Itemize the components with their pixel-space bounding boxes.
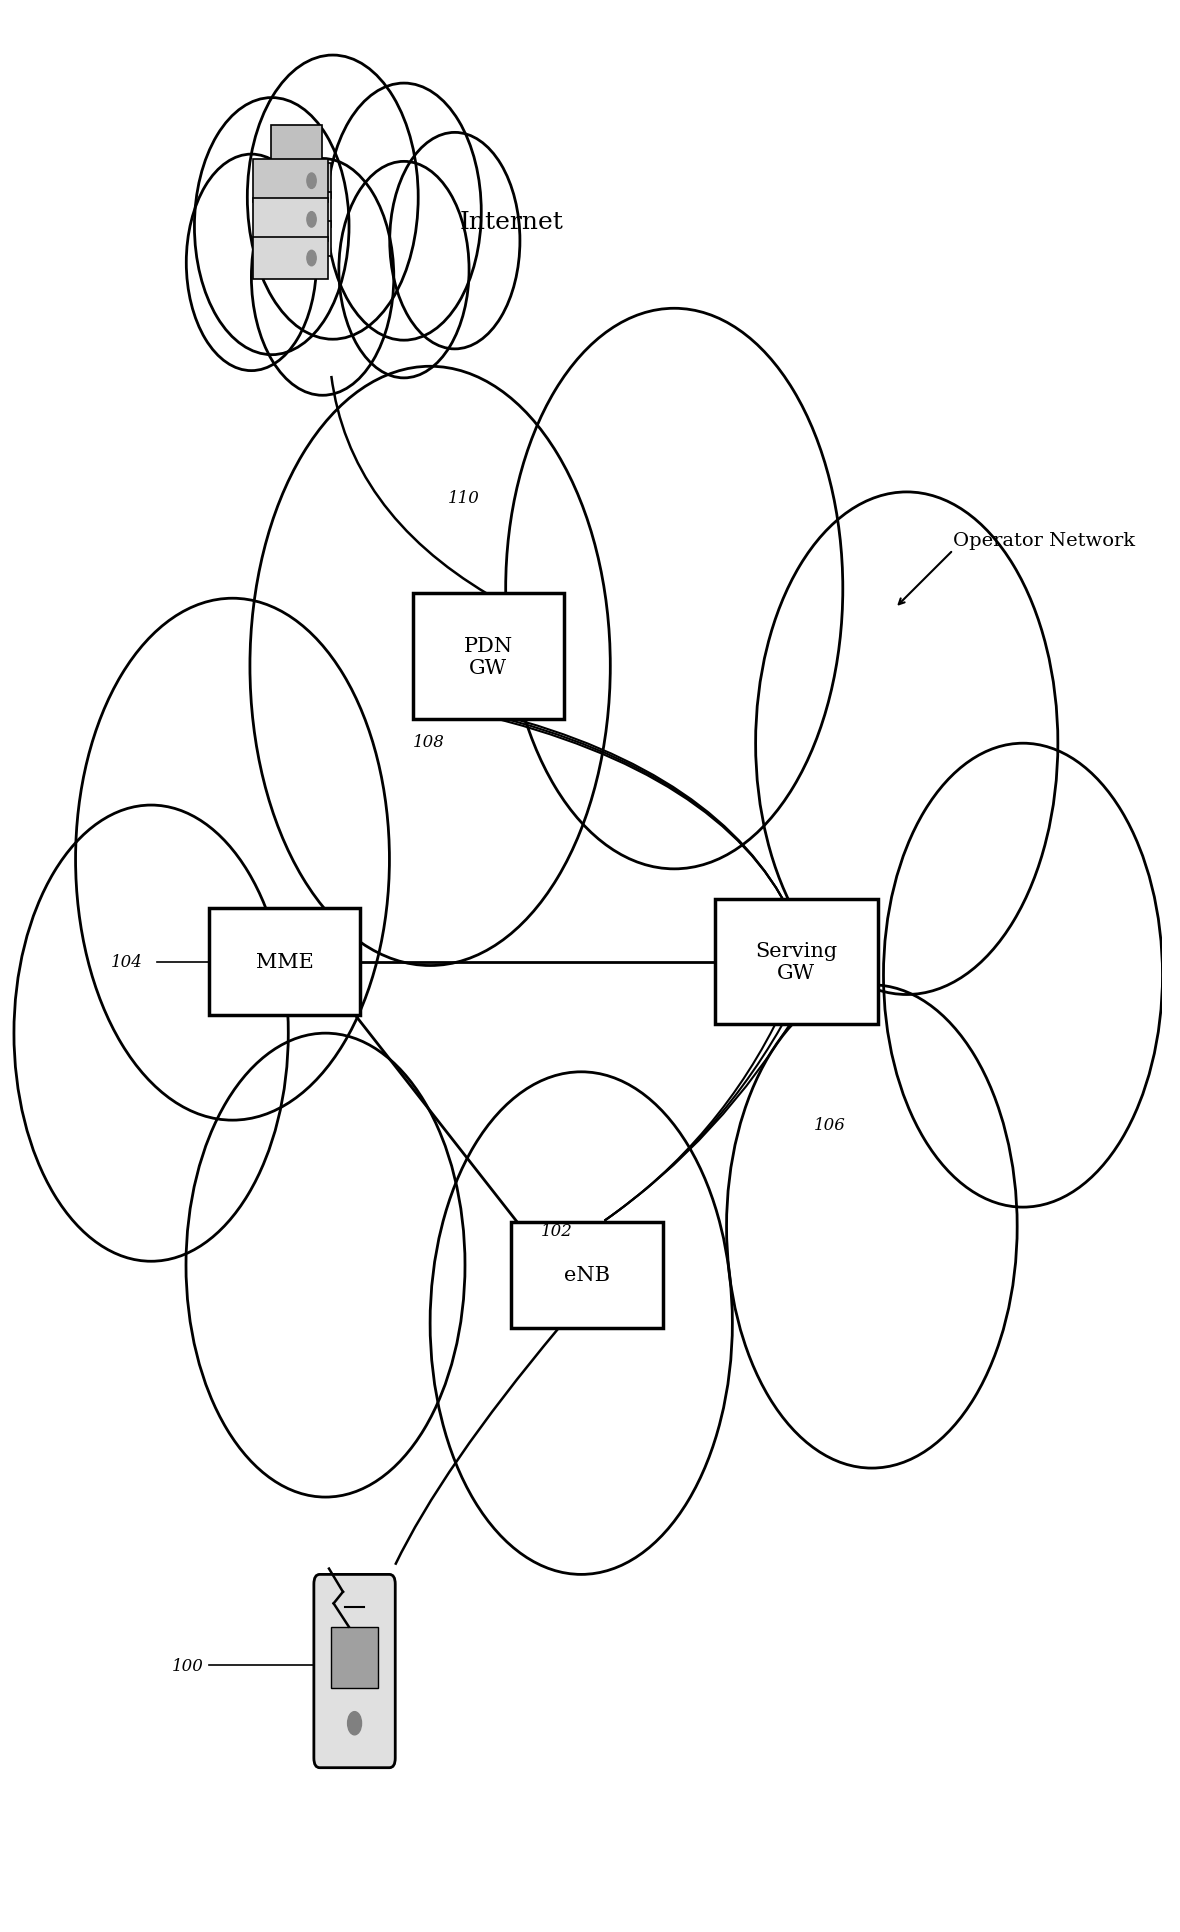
Circle shape — [755, 493, 1057, 995]
Circle shape — [506, 309, 843, 869]
Text: 106: 106 — [814, 1117, 846, 1132]
Circle shape — [186, 155, 316, 371]
FancyBboxPatch shape — [332, 1627, 378, 1689]
FancyBboxPatch shape — [271, 126, 322, 168]
FancyBboxPatch shape — [715, 900, 878, 1024]
Circle shape — [195, 99, 349, 355]
FancyBboxPatch shape — [262, 222, 332, 257]
Text: 102: 102 — [540, 1223, 572, 1238]
FancyBboxPatch shape — [262, 193, 332, 228]
Circle shape — [727, 985, 1017, 1468]
Circle shape — [76, 599, 389, 1121]
Circle shape — [250, 367, 610, 966]
Text: eNB: eNB — [564, 1265, 610, 1285]
Circle shape — [307, 251, 316, 267]
Circle shape — [348, 1712, 361, 1735]
Text: 104: 104 — [111, 954, 143, 970]
Circle shape — [431, 1072, 733, 1575]
FancyBboxPatch shape — [262, 164, 332, 199]
FancyBboxPatch shape — [511, 1221, 663, 1329]
FancyBboxPatch shape — [413, 593, 564, 719]
Circle shape — [251, 160, 394, 396]
FancyBboxPatch shape — [209, 910, 360, 1016]
Text: MME: MME — [256, 952, 314, 972]
FancyBboxPatch shape — [254, 238, 328, 280]
Text: 110: 110 — [447, 491, 479, 506]
Circle shape — [248, 56, 418, 340]
Text: PDN
GW: PDN GW — [464, 636, 513, 678]
Circle shape — [327, 83, 481, 340]
Circle shape — [884, 744, 1162, 1208]
Circle shape — [186, 1034, 465, 1497]
Text: Operator Network: Operator Network — [953, 531, 1135, 551]
FancyBboxPatch shape — [254, 160, 328, 203]
FancyBboxPatch shape — [314, 1575, 395, 1768]
Circle shape — [389, 133, 520, 350]
Circle shape — [339, 162, 470, 379]
Text: 100: 100 — [171, 1658, 203, 1673]
Text: 108: 108 — [413, 734, 445, 750]
Text: Serving
GW: Serving GW — [755, 941, 838, 983]
Text: Internet: Internet — [459, 211, 563, 234]
Circle shape — [14, 806, 288, 1262]
FancyBboxPatch shape — [254, 199, 328, 242]
Circle shape — [307, 174, 316, 189]
Circle shape — [307, 213, 316, 228]
